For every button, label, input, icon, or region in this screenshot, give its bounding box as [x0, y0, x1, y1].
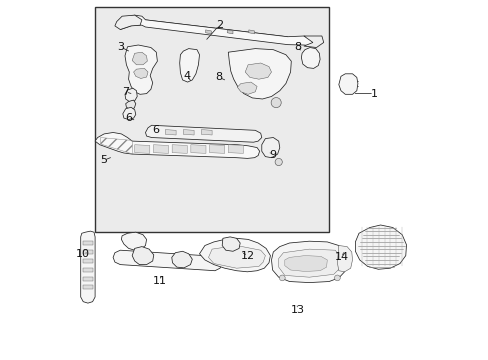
- Polygon shape: [83, 259, 92, 263]
- Polygon shape: [113, 250, 222, 271]
- Text: 3: 3: [117, 42, 123, 52]
- Polygon shape: [284, 256, 326, 271]
- Text: 6: 6: [125, 113, 132, 123]
- Polygon shape: [125, 100, 136, 109]
- Text: 4: 4: [183, 71, 190, 81]
- Text: 8: 8: [215, 72, 223, 82]
- Polygon shape: [83, 277, 92, 281]
- Text: 12: 12: [241, 251, 255, 261]
- Circle shape: [270, 98, 281, 108]
- Polygon shape: [83, 241, 92, 245]
- Polygon shape: [183, 130, 194, 135]
- Text: 1: 1: [370, 89, 377, 99]
- Bar: [95, 7, 328, 232]
- Polygon shape: [83, 285, 92, 289]
- Text: 13: 13: [290, 305, 304, 315]
- Polygon shape: [172, 145, 187, 153]
- Circle shape: [275, 158, 282, 166]
- Text: 10: 10: [76, 249, 90, 259]
- Polygon shape: [95, 132, 259, 158]
- Polygon shape: [355, 225, 406, 269]
- Polygon shape: [121, 232, 146, 250]
- Polygon shape: [179, 49, 199, 82]
- Text: 9: 9: [268, 150, 276, 160]
- Polygon shape: [201, 130, 212, 135]
- Polygon shape: [338, 74, 357, 94]
- Polygon shape: [222, 237, 240, 251]
- Polygon shape: [303, 36, 323, 48]
- Polygon shape: [278, 249, 340, 277]
- Polygon shape: [237, 82, 257, 94]
- Text: 14: 14: [334, 252, 348, 262]
- Text: 5: 5: [101, 155, 107, 165]
- Polygon shape: [115, 15, 142, 30]
- Polygon shape: [81, 231, 95, 303]
- Polygon shape: [83, 250, 92, 254]
- Polygon shape: [122, 107, 136, 120]
- Polygon shape: [83, 268, 92, 272]
- Polygon shape: [145, 125, 261, 142]
- Polygon shape: [271, 241, 346, 283]
- Text: 7: 7: [122, 87, 129, 97]
- Polygon shape: [244, 63, 271, 79]
- Polygon shape: [190, 145, 205, 153]
- Polygon shape: [125, 45, 157, 94]
- Circle shape: [334, 275, 340, 281]
- Polygon shape: [248, 30, 254, 34]
- Text: 6: 6: [152, 125, 159, 135]
- Polygon shape: [125, 88, 137, 102]
- Polygon shape: [132, 52, 147, 65]
- Text: 8: 8: [294, 42, 301, 52]
- Polygon shape: [228, 145, 243, 153]
- Polygon shape: [228, 49, 291, 99]
- Polygon shape: [261, 138, 279, 158]
- Polygon shape: [134, 145, 149, 153]
- Polygon shape: [171, 251, 192, 268]
- Polygon shape: [132, 247, 153, 265]
- Text: 11: 11: [153, 276, 166, 286]
- Polygon shape: [199, 238, 270, 272]
- Polygon shape: [120, 15, 316, 46]
- Polygon shape: [205, 30, 211, 34]
- Polygon shape: [208, 246, 265, 268]
- Polygon shape: [133, 68, 148, 78]
- Polygon shape: [301, 48, 320, 68]
- Polygon shape: [153, 145, 168, 153]
- Circle shape: [279, 275, 285, 281]
- Polygon shape: [227, 30, 232, 34]
- Text: 2: 2: [215, 20, 223, 30]
- Polygon shape: [337, 246, 352, 272]
- Polygon shape: [165, 130, 176, 135]
- Polygon shape: [209, 145, 224, 153]
